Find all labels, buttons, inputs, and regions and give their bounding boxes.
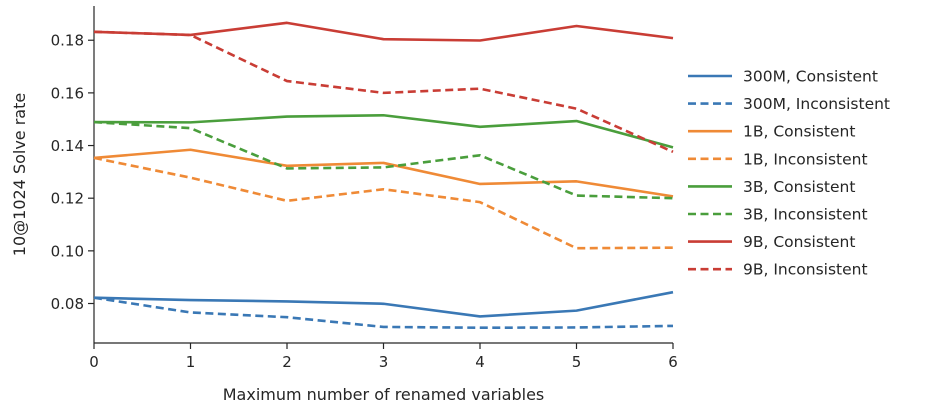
legend-label: 1B, Consistent xyxy=(743,123,855,141)
series-line-300m-consistent xyxy=(93,290,674,318)
y-tick-label: 0.16 xyxy=(51,84,84,102)
x-tick-label: 6 xyxy=(668,353,678,371)
legend-label: 9B, Consistent xyxy=(743,233,855,251)
y-tick-label: 0.14 xyxy=(51,137,84,155)
series-line-3b-consistent xyxy=(93,113,674,149)
y-tick-label: 0.12 xyxy=(51,190,84,208)
legend-label: 300M, Consistent xyxy=(743,68,878,86)
legend: 300M, Consistent 300M, Inconsistent 1B, Co… xyxy=(688,68,890,279)
y-axis-label: 10@1024 Solve rate xyxy=(10,93,29,256)
series-line-1b-inconsistent xyxy=(93,156,674,250)
x-ticks: 0 1 2 3 4 5 6 xyxy=(89,343,678,371)
x-tick-label: 5 xyxy=(572,353,582,371)
x-tick-label: 4 xyxy=(475,353,485,371)
x-tick-label: 2 xyxy=(282,353,292,371)
x-tick-label: 3 xyxy=(379,353,389,371)
x-tick-label: 0 xyxy=(89,353,99,371)
y-tick-label: 0.18 xyxy=(51,32,84,50)
legend-label: 3B, Consistent xyxy=(743,178,855,196)
series-line-3b-inconsistent xyxy=(93,120,674,200)
x-axis-label: Maximum number of renamed variables xyxy=(223,385,545,404)
series-lines xyxy=(93,21,674,330)
legend-label: 300M, Inconsistent xyxy=(743,95,890,113)
series-line-300m-inconsistent xyxy=(93,296,674,330)
series-line-1b-consistent xyxy=(93,148,674,198)
x-tick-label: 1 xyxy=(186,353,196,371)
series-line-9b-inconsistent xyxy=(93,30,674,154)
y-tick-label: 0.08 xyxy=(51,295,84,313)
y-tick-label: 0.10 xyxy=(51,242,84,260)
legend-label: 1B, Inconsistent xyxy=(743,150,868,168)
series-line-9b-consistent xyxy=(93,21,674,42)
legend-label: 9B, Inconsistent xyxy=(743,261,868,279)
y-ticks: 0.08 0.10 0.12 0.14 0.16 0.18 xyxy=(51,32,94,313)
legend-label: 3B, Inconsistent xyxy=(743,206,868,224)
